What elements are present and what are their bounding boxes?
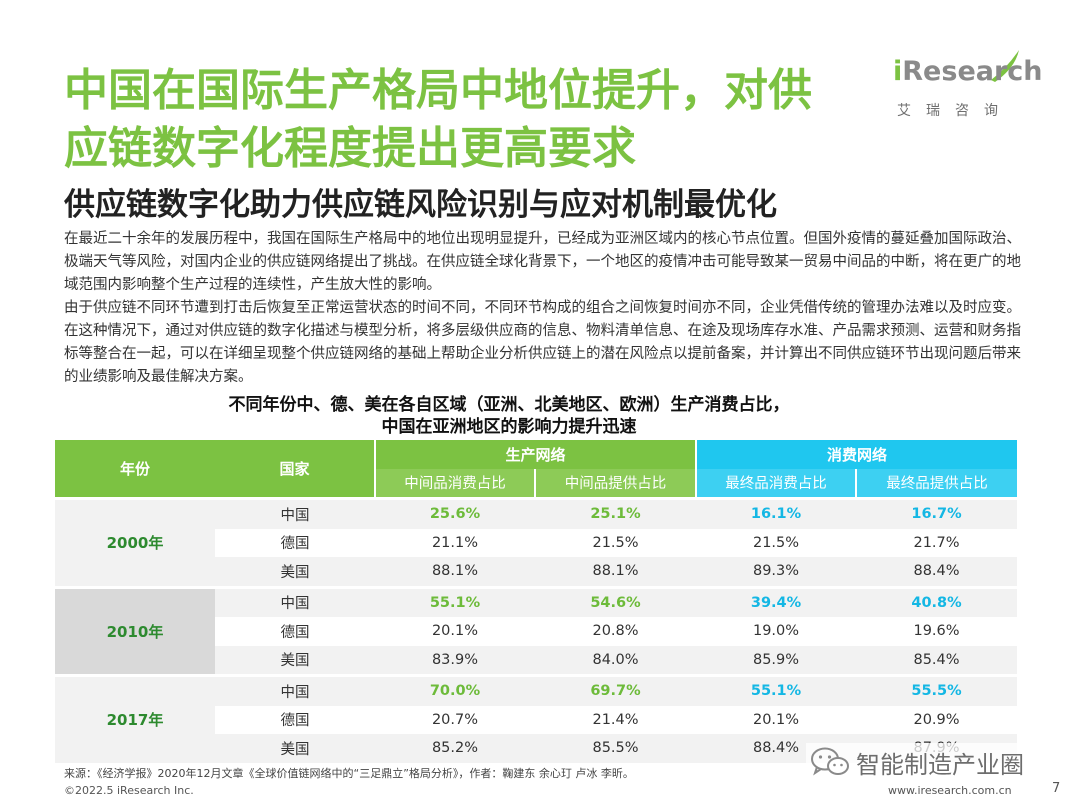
section-subtitle: 供应链数字化助力供应链风险识别与应对机制最优化	[64, 187, 777, 223]
value-cell: 88.1%	[535, 557, 697, 587]
value-cell: 21.4%	[535, 705, 697, 734]
country-cell: 美国	[215, 645, 375, 676]
value-cell: 25.1%	[535, 497, 697, 529]
value-cell: 85.2%	[375, 734, 535, 763]
value-cell: 40.8%	[856, 585, 1018, 617]
value-cell: 20.1%	[696, 705, 857, 734]
table-title: 不同年份中、德、美在各自区域（亚洲、北美地区、欧洲）生产消费占比， 中国在亚洲地…	[64, 394, 954, 438]
header-country: 国家	[215, 440, 375, 499]
table-row: 德国 20.1% 20.8% 19.0% 19.6%	[55, 617, 1018, 646]
country-cell: 德国	[215, 528, 375, 557]
country-cell: 德国	[215, 617, 375, 646]
value-cell: 21.5%	[696, 528, 857, 557]
header-consumption-network: 消费网络	[695, 440, 1018, 469]
source-note: 来源：《经济学报》2020年12月文章《全球价值链网络中的“三足鼎立”格局分析》…	[64, 767, 634, 780]
value-cell: 20.9%	[856, 705, 1018, 734]
value-cell: 21.7%	[856, 528, 1018, 557]
value-cell: 85.9%	[696, 645, 857, 676]
logo-chinese-name: 艾瑞咨询	[897, 103, 1013, 119]
body-paragraph-1: 在最近二十余年的发展历程中，我国在国际生产格局中的地位出现明显提升，已经成为亚洲…	[64, 231, 1021, 293]
value-cell: 25.6%	[375, 497, 535, 529]
value-cell: 83.9%	[375, 645, 535, 676]
page-title-line2: 应链数字化程度提出更高要求	[64, 123, 636, 174]
table-row: 2010年 中国 55.1% 54.6% 39.4% 40.8%	[55, 585, 1018, 676]
value-cell: 20.8%	[535, 617, 697, 646]
country-cell: 德国	[215, 705, 375, 734]
value-cell: 55.1%	[375, 585, 535, 617]
year-cell: 2010年	[55, 585, 215, 676]
website-link[interactable]: www.iresearch.com.cn	[888, 784, 1012, 797]
year-cell: 2000年	[55, 497, 215, 587]
table-title-line1: 不同年份中、德、美在各自区域（亚洲、北美地区、欧洲）生产消费占比，	[228, 395, 790, 415]
value-cell: 20.7%	[375, 705, 535, 734]
watermark: 智能制造产业圈	[806, 743, 1028, 781]
logo-wordmark-rest: Research	[902, 56, 1043, 87]
page-title: 中国在国际生产格局中地位提升，对供 应链数字化程度提出更高要求	[64, 62, 894, 178]
country-cell: 美国	[215, 734, 375, 763]
data-table: 年份 国家 生产网络 消费网络 中间品消费占比 中间品提供占比 最终品消费占比 …	[55, 440, 1018, 763]
logo-wordmark-i: i	[893, 56, 903, 87]
header-production-network: 生产网络	[373, 440, 697, 469]
page-number: 7	[1052, 781, 1061, 796]
value-cell: 20.1%	[375, 617, 535, 646]
body-text: 在最近二十余年的发展历程中，我国在国际生产格局中的地位出现明显提升，已经成为亚洲…	[64, 228, 1024, 389]
copyright: ©2022.5 iResearch Inc.	[64, 784, 194, 797]
value-cell: 85.4%	[856, 645, 1018, 676]
country-cell: 中国	[215, 674, 375, 706]
table-row: 美国 83.9% 84.0% 85.9% 85.4%	[55, 645, 1018, 676]
table-row: 2000年 中国 25.6% 25.1% 16.1% 16.7%	[55, 497, 1018, 587]
value-cell: 21.5%	[535, 528, 697, 557]
value-cell: 70.0%	[375, 674, 535, 706]
country-cell: 中国	[215, 497, 375, 529]
table-header-row-2: 中间品消费占比 中间品提供占比 最终品消费占比 最终品提供占比	[55, 468, 1018, 499]
value-cell: 84.0%	[535, 645, 697, 676]
value-cell: 16.7%	[856, 497, 1018, 529]
table-row: 2017年 中国 70.0% 69.7% 55.1% 55.5%	[55, 674, 1018, 763]
table-header-row-1: 年份 国家 生产网络 消费网络	[55, 440, 1018, 499]
value-cell: 55.1%	[696, 674, 857, 706]
value-cell: 54.6%	[535, 585, 697, 617]
header-year: 年份	[55, 440, 215, 499]
value-cell: 19.0%	[696, 617, 857, 646]
table-row: 德国 20.7% 21.4% 20.1% 20.9%	[55, 705, 1018, 734]
table-title-line2: 中国在亚洲地区的影响力提升迅速	[381, 417, 637, 437]
iresearch-swoosh-icon	[991, 50, 1019, 82]
iresearch-logo: iResearch 艾瑞咨询	[893, 50, 1043, 126]
table-row: 美国 88.1% 88.1% 89.3% 88.4%	[55, 557, 1018, 587]
value-cell: 85.5%	[535, 734, 697, 763]
year-cell: 2017年	[55, 674, 215, 763]
page-title-line1: 中国在国际生产格局中地位提升，对供	[64, 65, 812, 116]
value-cell: 19.6%	[856, 617, 1018, 646]
value-cell: 16.1%	[696, 497, 857, 529]
table-row: 德国 21.1% 21.5% 21.5% 21.7%	[55, 528, 1018, 557]
value-cell: 55.5%	[856, 674, 1018, 706]
watermark-text: 智能制造产业圈	[856, 750, 1024, 779]
header-final-supply: 最终品提供占比	[855, 468, 1018, 499]
country-cell: 美国	[215, 557, 375, 587]
country-cell: 中国	[215, 585, 375, 617]
value-cell: 89.3%	[696, 557, 857, 587]
value-cell: 69.7%	[535, 674, 697, 706]
value-cell: 88.1%	[375, 557, 535, 587]
header-intermediate-supply: 中间品提供占比	[533, 468, 697, 499]
wechat-icon	[811, 747, 849, 776]
body-paragraph-2: 由于供应链不同环节遭到打击后恢复至正常运营状态的时间不同，不同环节构成的组合之间…	[64, 300, 1021, 385]
value-cell: 88.4%	[856, 557, 1018, 587]
logo-wordmark: iResearch	[893, 56, 1043, 87]
value-cell: 39.4%	[696, 585, 857, 617]
header-final-consumption: 最终品消费占比	[695, 468, 857, 499]
header-intermediate-consumption: 中间品消费占比	[374, 468, 535, 499]
value-cell: 21.1%	[375, 528, 535, 557]
